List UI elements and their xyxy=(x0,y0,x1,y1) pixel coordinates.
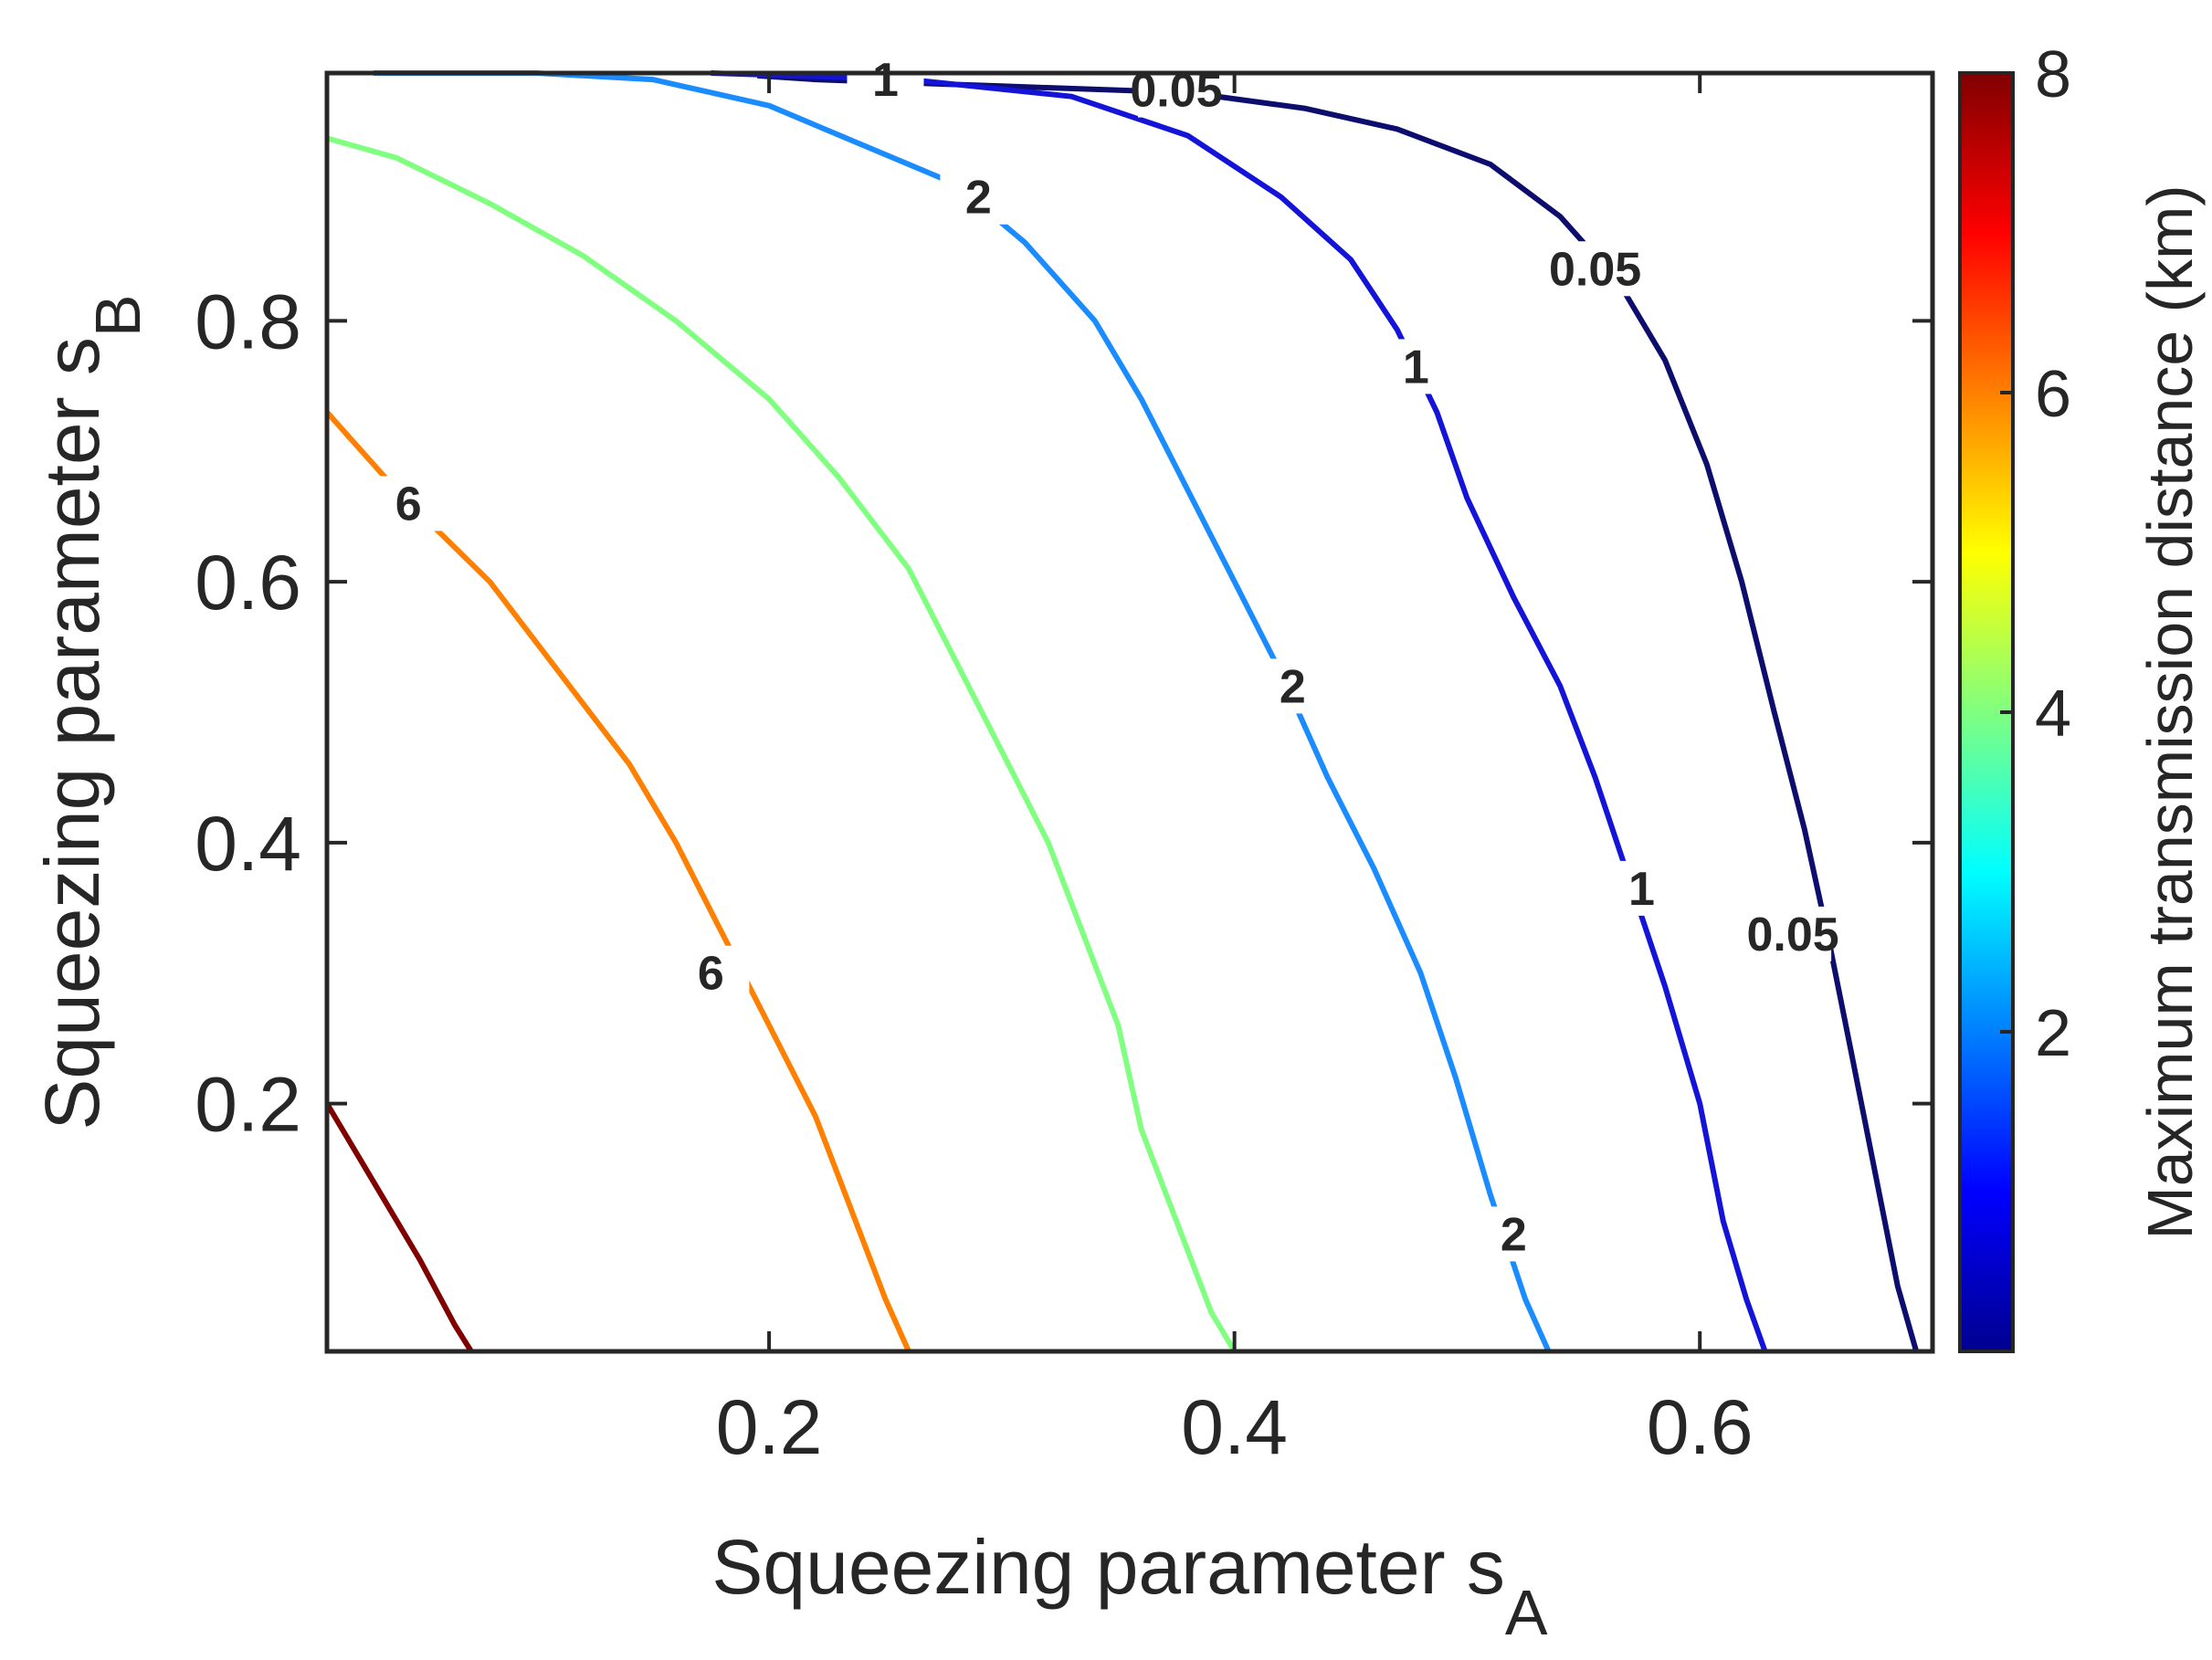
contour-line-6 xyxy=(324,410,911,1353)
colorbar-title: Maximum transmission distance (km) xyxy=(2134,184,2206,1239)
colorbar: 2 4 6 8 Maximum transmission distance (km) xyxy=(1958,38,2206,1353)
colorbar-tick-label: 6 xyxy=(2035,358,2071,431)
contour-label-gap xyxy=(1475,1206,1553,1262)
y-tick-label: 0.6 xyxy=(195,540,301,625)
contour-line-1 xyxy=(711,70,1768,1353)
contour-label: 1 xyxy=(1403,341,1429,394)
y-tick-label: 0.8 xyxy=(195,278,301,364)
plot-background xyxy=(327,73,1933,1351)
contour-label-gap xyxy=(940,169,1017,225)
y-axis-ticks: 0.2 0.4 0.6 0.8 xyxy=(195,278,1933,1148)
contour-label-gap xyxy=(370,476,448,531)
y-tick-label: 0.2 xyxy=(195,1062,301,1148)
contour-line-2 xyxy=(374,70,1552,1353)
contour-label-gap xyxy=(1603,860,1680,916)
contour-label: 1 xyxy=(1628,863,1655,916)
contour-label: 1 xyxy=(872,54,899,107)
contour-label-gap xyxy=(847,52,924,108)
contour-label: 2 xyxy=(1280,660,1306,713)
contour-label-gap xyxy=(1254,658,1332,714)
contour-label-gap xyxy=(1754,906,1832,961)
contour-lines xyxy=(324,70,1920,1353)
contour-label: 2 xyxy=(1501,1208,1527,1261)
plot-frame xyxy=(324,70,1935,1354)
colorbar-tick-label: 2 xyxy=(2035,997,2071,1070)
contour-line-8 xyxy=(324,1102,474,1353)
colorbar-tick-label: 8 xyxy=(2035,38,2071,111)
contour-label: 6 xyxy=(698,948,724,1001)
x-tick-label: 0.6 xyxy=(1647,1384,1754,1470)
colorbar-ticks: 2 4 6 8 xyxy=(2000,38,2071,1070)
x-tick-label: 0.2 xyxy=(716,1384,823,1470)
contour-line-4 xyxy=(326,135,1238,1353)
contour-label: 2 xyxy=(965,172,992,225)
contour-label-gap xyxy=(1377,339,1455,394)
contour-label: 0.05 xyxy=(1549,243,1641,296)
colorbar-tick-label: 4 xyxy=(2035,678,2071,751)
y-tick-label: 0.4 xyxy=(195,801,301,887)
contour-label-gap xyxy=(672,945,750,1001)
x-axis-title: Squeezing parameter sA xyxy=(711,1524,1548,1648)
x-axis-ticks: 0.2 0.4 0.6 xyxy=(716,73,1754,1470)
contour-label: 6 xyxy=(395,478,422,531)
x-tick-label: 0.4 xyxy=(1181,1384,1288,1470)
contour-label: 0.05 xyxy=(1747,909,1839,961)
contour-label-gap xyxy=(1556,241,1634,297)
y-axis-title: Squeezing parameter sB xyxy=(29,294,153,1129)
